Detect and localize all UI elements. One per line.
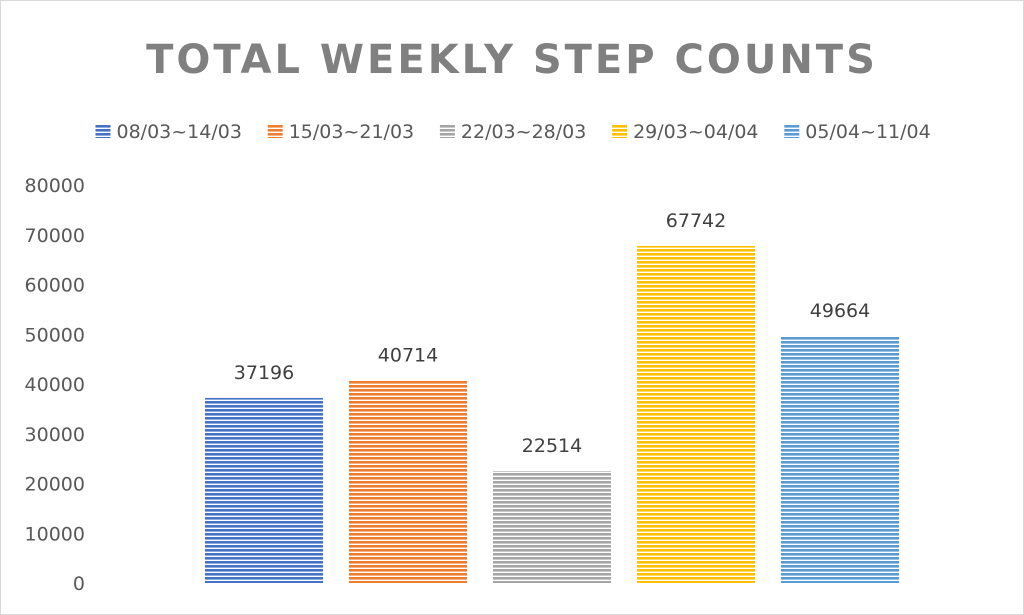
chart-title: TOTAL WEEKLY STEP COUNTS [146,37,878,83]
data-label-3: 22514 [522,435,582,457]
y-tick-label: 60000 [25,275,85,297]
legend-swatch [267,124,283,138]
legend-label: 22/03~28/03 [461,121,586,143]
bar-4 [637,245,755,583]
bar-2 [349,380,467,583]
y-tick-label: 40000 [25,374,85,396]
legend: 08/03~14/03 15/03~21/03 22/03~28/03 29/03~0… [95,121,931,143]
y-tick-label: 70000 [25,225,85,247]
bar-1 [205,397,323,583]
data-label-2: 40714 [378,344,438,366]
y-tick-label: 0 [73,573,85,595]
y-tick-label: 80000 [25,175,85,197]
data-label-5: 49664 [810,300,870,322]
legend-label: 08/03~14/03 [117,121,242,143]
bar-5 [781,335,899,583]
bar-3 [493,470,611,583]
legend-swatch [439,124,455,138]
bars [205,245,899,583]
legend-item-4: 29/03~04/04 [612,121,759,143]
legend-swatch [612,124,628,138]
legend-swatch [95,124,111,138]
data-labels: 37196 40714 22514 67742 49664 [234,210,870,457]
data-label-4: 67742 [666,210,726,232]
data-label-1: 37196 [234,362,294,384]
y-axis: 0 10000 20000 30000 40000 50000 60000 70000 8000… [25,175,85,595]
y-tick-label: 50000 [25,324,85,346]
y-tick-label: 30000 [25,424,85,446]
y-tick-label: 20000 [25,474,85,496]
legend-swatch [784,124,800,138]
legend-item-1: 08/03~14/03 [95,121,242,143]
legend-label: 29/03~04/04 [633,121,758,143]
legend-item-5: 05/04~11/04 [784,121,931,143]
y-tick-label: 10000 [25,523,85,545]
legend-item-2: 15/03~21/03 [267,121,414,143]
legend-label: 05/04~11/04 [805,121,930,143]
legend-item-3: 22/03~28/03 [439,121,586,143]
legend-label: 15/03~21/03 [289,121,414,143]
